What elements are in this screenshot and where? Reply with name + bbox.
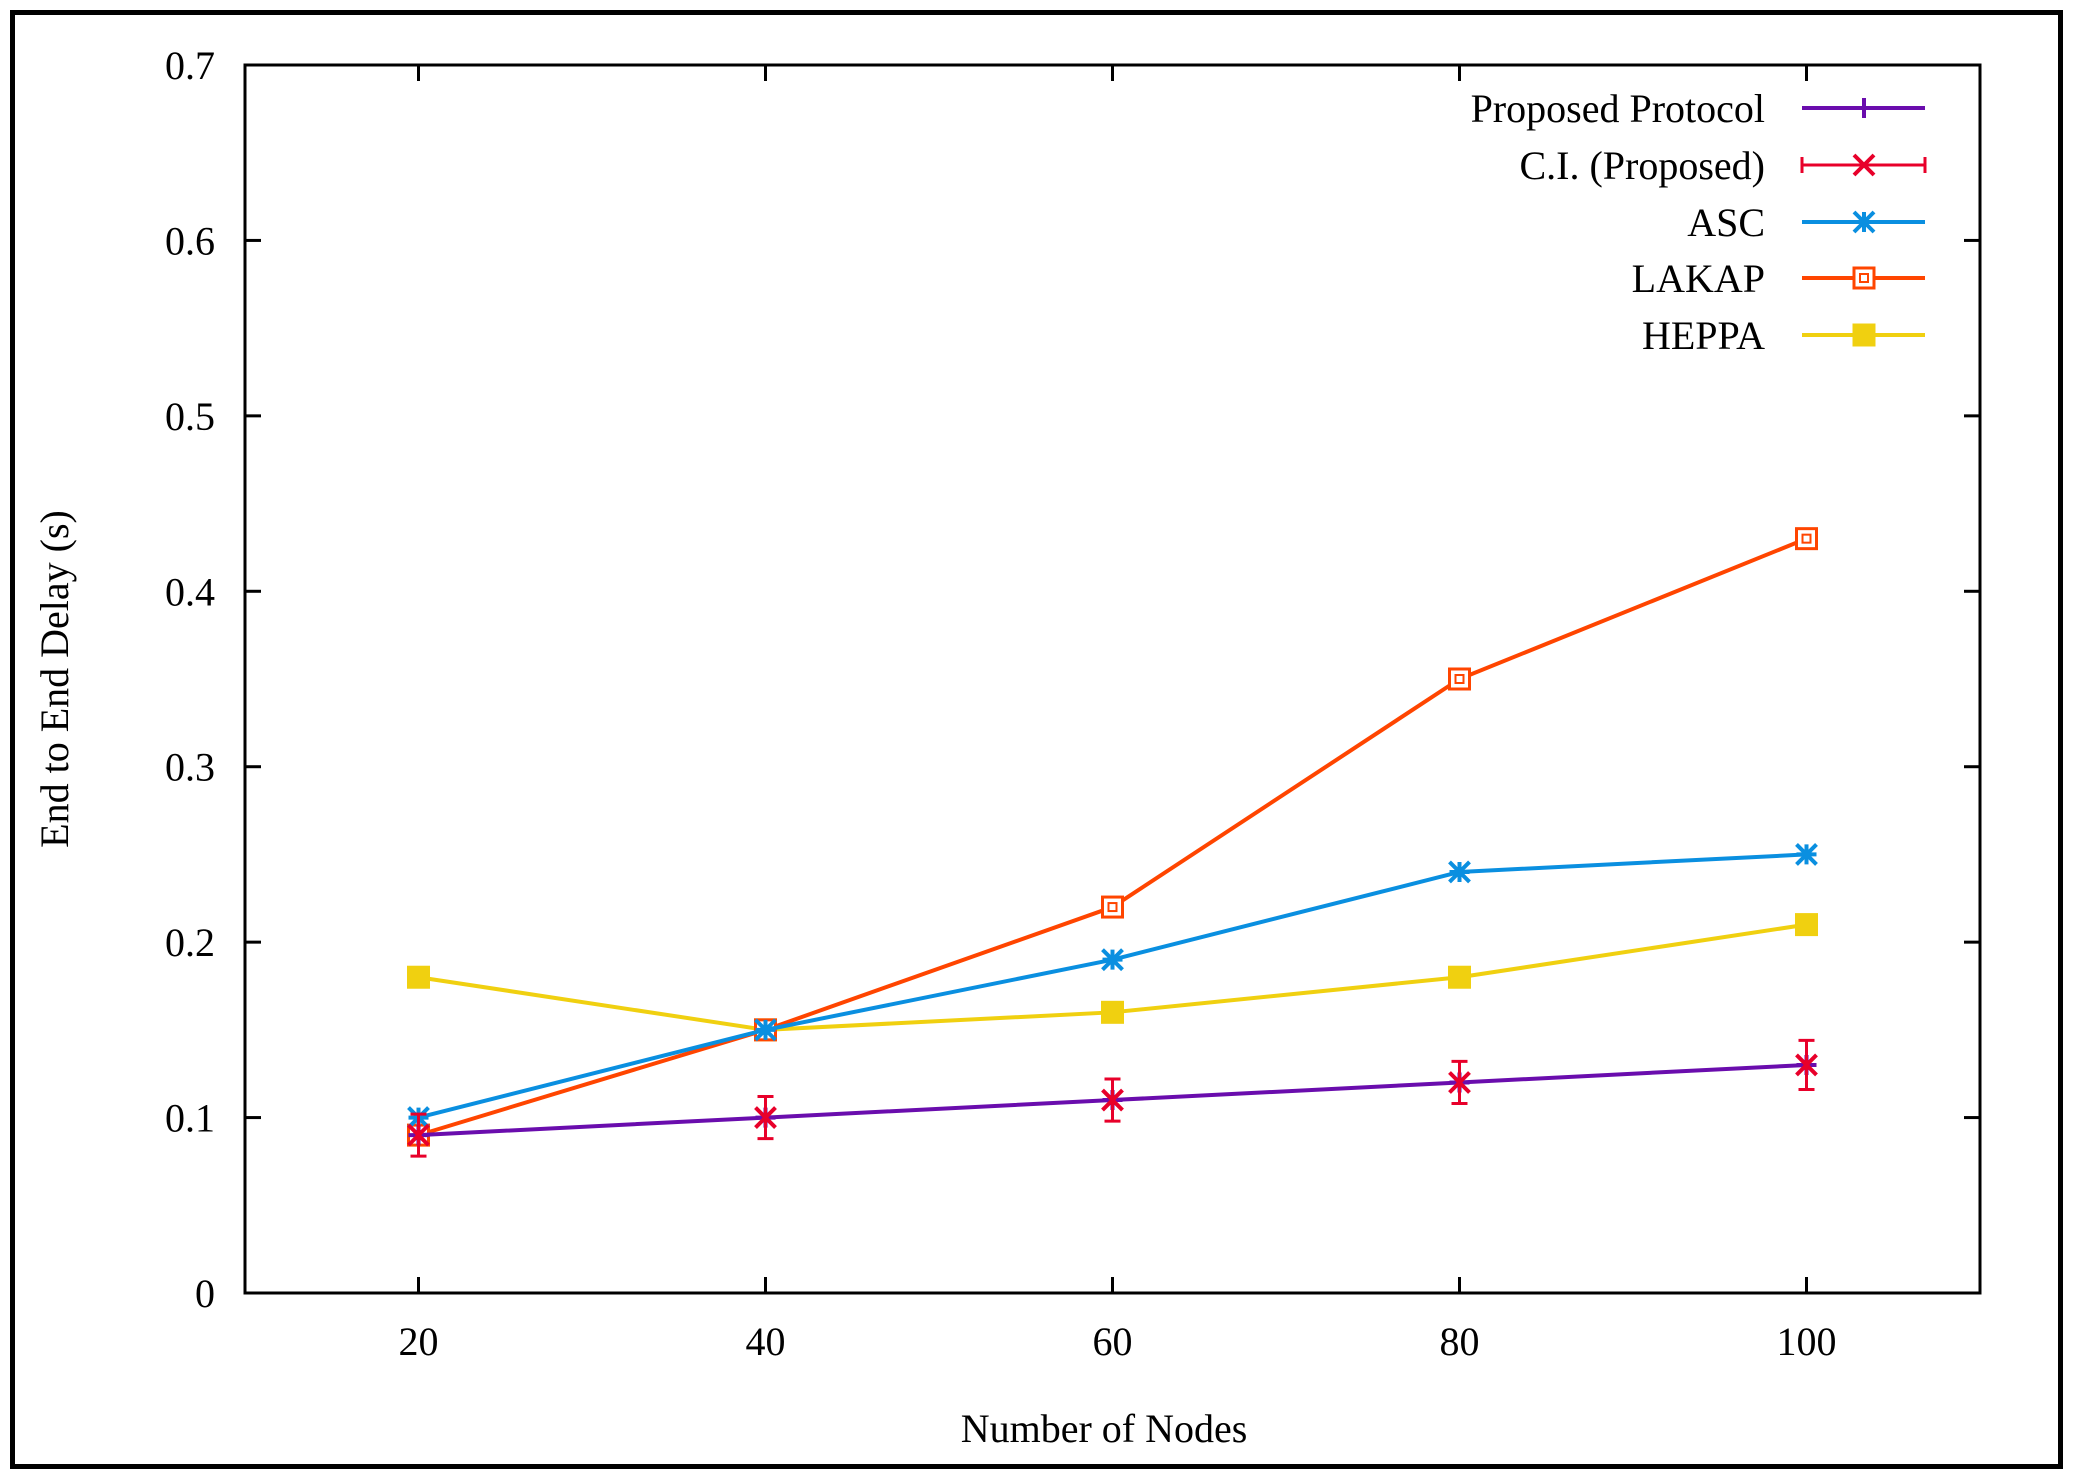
series-heppa (407, 913, 1818, 1042)
data-point (407, 1123, 430, 1147)
x-axis-title: Number of Nodes (961, 1406, 1248, 1451)
marker-shape (1101, 895, 1124, 919)
x-tick-label: 100 (1777, 1319, 1837, 1364)
marker-shape (754, 1018, 777, 1042)
y-tick-label: 0 (195, 1271, 215, 1316)
marker-inner (1454, 674, 1465, 684)
marker-inner (1107, 902, 1118, 913)
y-tick-label: 0.6 (165, 218, 215, 263)
y-axis: 0 0.1 0.2 0.3 0.4 0.5 0.6 0.7 (165, 43, 1980, 1316)
data-point (1795, 843, 1818, 866)
series-lakap (407, 527, 1818, 1147)
marker-shape (1448, 860, 1471, 884)
data-point (1101, 1088, 1124, 1112)
x-tick-label: 60 (1093, 1319, 1133, 1364)
marker-shape (1448, 667, 1471, 691)
x-tick-label: 40 (746, 1319, 786, 1364)
legend-item: LAKAP (1632, 256, 1925, 301)
series-line (417, 536, 1808, 1138)
y-tick-label: 0.3 (165, 745, 215, 790)
marker-inner (1801, 533, 1812, 544)
legend-label: LAKAP (1632, 256, 1765, 301)
legend-marker (1852, 323, 1876, 347)
marker-shape (1795, 913, 1818, 937)
marker-shape (754, 1106, 777, 1129)
marker-shape (1448, 1071, 1471, 1094)
marker-shape (1795, 1053, 1818, 1077)
y-tick-label: 0.4 (165, 569, 215, 614)
legend: Proposed Protocol C.I. (Proposed) ASC LAKAP… (1471, 86, 1927, 358)
marker-shape (1795, 527, 1818, 551)
y-tick-label: 0.2 (165, 920, 215, 965)
marker-shape (1852, 210, 1876, 234)
marker-shape (1448, 965, 1471, 989)
legend-item: Proposed Protocol (1471, 86, 1925, 131)
data-point (1795, 527, 1818, 551)
marker-shape (407, 965, 430, 989)
marker-shape (1795, 843, 1818, 866)
legend-item: C.I. (Proposed) (1519, 143, 1927, 188)
x-axis: 20 40 60 80 100 (399, 65, 1837, 1364)
marker-shape (1101, 1000, 1124, 1024)
legend-marker (1854, 98, 1874, 118)
marker-shape (1852, 153, 1876, 177)
data-point (754, 1106, 777, 1129)
series-layer (407, 527, 1818, 1158)
series-c-i-proposed (407, 1038, 1818, 1158)
data-point (1795, 1053, 1818, 1077)
legend-item: ASC (1687, 200, 1925, 245)
data-point (1101, 1000, 1124, 1024)
y-tick-label: 0.5 (165, 394, 215, 439)
marker-shape (1101, 1088, 1124, 1112)
y-axis-title: End to End Delay (s) (32, 510, 77, 848)
data-point (1448, 965, 1471, 989)
marker-shape (407, 1123, 430, 1147)
legend-marker (1852, 210, 1876, 234)
legend-label: HEPPA (1642, 313, 1765, 358)
data-point (1448, 1071, 1471, 1094)
chart-frame (10, 10, 2063, 1469)
legend-marker (1852, 153, 1876, 177)
marker-shape (1852, 323, 1876, 347)
legend-label: ASC (1687, 200, 1765, 245)
marker-shape (1101, 948, 1124, 972)
data-point (1101, 948, 1124, 972)
marker-shape (1854, 98, 1874, 118)
x-tick-label: 80 (1440, 1319, 1480, 1364)
x-tick-label: 20 (399, 1319, 439, 1364)
marker-shape (1852, 266, 1876, 290)
data-point (754, 1018, 777, 1042)
data-point (1448, 860, 1471, 884)
legend-label: C.I. (Proposed) (1519, 143, 1765, 188)
y-tick-label: 0.1 (165, 1096, 215, 1141)
y-tick-label: 0.7 (165, 43, 215, 88)
data-point (1448, 667, 1471, 691)
data-point (407, 965, 430, 989)
legend-item: HEPPA (1642, 313, 1925, 358)
legend-label: Proposed Protocol (1471, 86, 1765, 131)
marker-inner (1859, 273, 1869, 283)
data-point (1101, 895, 1124, 919)
data-point (1795, 913, 1818, 937)
legend-marker (1852, 266, 1876, 290)
